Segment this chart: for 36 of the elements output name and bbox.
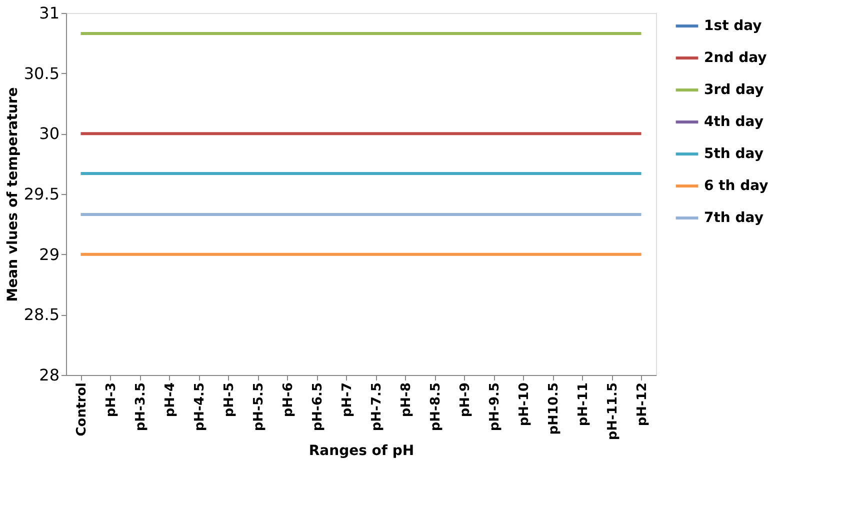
x-tick-label: pH-6.5 (310, 382, 326, 432)
x-axis-title: Ranges of pH (308, 443, 414, 460)
y-tick-label: 30 (39, 124, 60, 144)
legend-label: 7th day (704, 210, 764, 226)
legend-label: 2nd day (704, 50, 767, 66)
x-tick-label: pH-3 (104, 382, 119, 418)
y-tick-label: 28.5 (24, 305, 60, 324)
x-tick-label: pH-9 (458, 382, 473, 418)
y-tick-label: 29.5 (24, 184, 60, 204)
x-tick-label: Control (74, 382, 90, 436)
y-axis-title: Mean vlues of temperature (4, 87, 21, 302)
x-tick-label: pH-9.5 (487, 382, 502, 432)
x-tick-label: pH-4.5 (192, 382, 208, 432)
legend-label: 5th day (704, 146, 764, 162)
x-tick-label: pH-11.5 (605, 382, 620, 440)
legend-label: 1st day (704, 18, 762, 34)
y-tick-label: 30.5 (24, 64, 60, 83)
x-tick-label: pH-8 (398, 382, 414, 418)
x-tick-label: pH-4 (162, 382, 178, 418)
y-tick-label: 31 (39, 4, 60, 22)
x-tick-label: pH-5.5 (251, 382, 266, 432)
x-tick-label: pH10.5 (546, 382, 562, 435)
x-tick-label: pH-3.5 (133, 382, 148, 432)
y-tick-label: 29 (39, 244, 60, 264)
x-tick-label: pH-6 (280, 382, 296, 418)
legend-label: 3rd day (704, 82, 764, 98)
y-tick-label: 28 (39, 366, 60, 384)
x-tick-label: pH-10 (516, 382, 532, 426)
x-tick-label: pH-8.5 (428, 382, 444, 432)
x-tick-label: pH-5 (222, 382, 237, 418)
x-tick-label: pH-11 (576, 382, 591, 426)
x-tick-label: pH-7.5 (369, 382, 384, 432)
x-tick-label: pH-7 (340, 382, 355, 418)
legend-label: 4th day (704, 114, 764, 130)
x-tick-label: pH-12 (634, 382, 650, 426)
legend-label: 6 th day (704, 178, 768, 194)
